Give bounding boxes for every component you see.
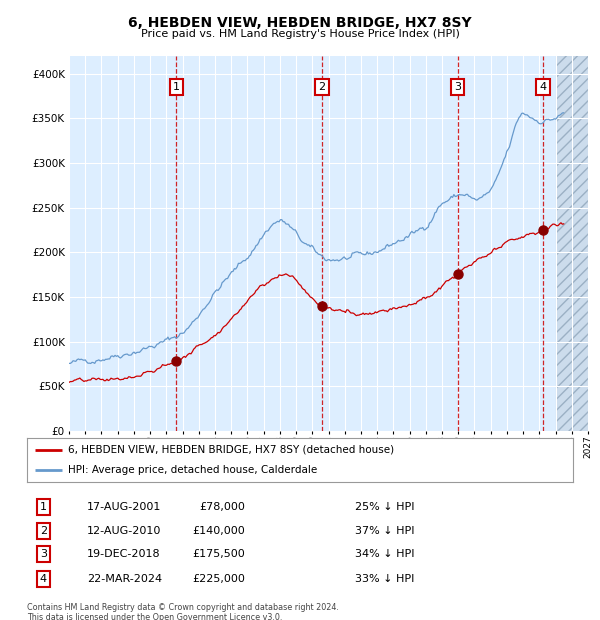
- Text: 37% ↓ HPI: 37% ↓ HPI: [355, 526, 414, 536]
- Text: 4: 4: [40, 574, 47, 583]
- Text: £175,500: £175,500: [193, 549, 245, 559]
- Text: 25% ↓ HPI: 25% ↓ HPI: [355, 502, 414, 512]
- Text: 12-AUG-2010: 12-AUG-2010: [87, 526, 161, 536]
- Text: Price paid vs. HM Land Registry's House Price Index (HPI): Price paid vs. HM Land Registry's House …: [140, 29, 460, 39]
- Bar: [556, 56, 588, 431]
- Text: 3: 3: [454, 82, 461, 92]
- Text: Contains HM Land Registry data © Crown copyright and database right 2024.
This d: Contains HM Land Registry data © Crown c…: [27, 603, 339, 620]
- Text: £78,000: £78,000: [200, 502, 245, 512]
- Text: 33% ↓ HPI: 33% ↓ HPI: [355, 574, 414, 583]
- Bar: [556, 56, 588, 431]
- Text: 3: 3: [40, 549, 47, 559]
- Text: 22-MAR-2024: 22-MAR-2024: [87, 574, 162, 583]
- Text: 1: 1: [40, 502, 47, 512]
- Text: 6, HEBDEN VIEW, HEBDEN BRIDGE, HX7 8SY (detached house): 6, HEBDEN VIEW, HEBDEN BRIDGE, HX7 8SY (…: [68, 445, 394, 455]
- Text: £140,000: £140,000: [193, 526, 245, 536]
- Text: HPI: Average price, detached house, Calderdale: HPI: Average price, detached house, Cald…: [68, 465, 317, 476]
- Text: 4: 4: [539, 82, 547, 92]
- Text: 2: 2: [319, 82, 326, 92]
- Text: 34% ↓ HPI: 34% ↓ HPI: [355, 549, 414, 559]
- Text: 1: 1: [173, 82, 180, 92]
- Text: 2: 2: [40, 526, 47, 536]
- Text: 6, HEBDEN VIEW, HEBDEN BRIDGE, HX7 8SY: 6, HEBDEN VIEW, HEBDEN BRIDGE, HX7 8SY: [128, 16, 472, 30]
- Text: £225,000: £225,000: [193, 574, 245, 583]
- Text: 19-DEC-2018: 19-DEC-2018: [87, 549, 161, 559]
- Text: 17-AUG-2001: 17-AUG-2001: [87, 502, 161, 512]
